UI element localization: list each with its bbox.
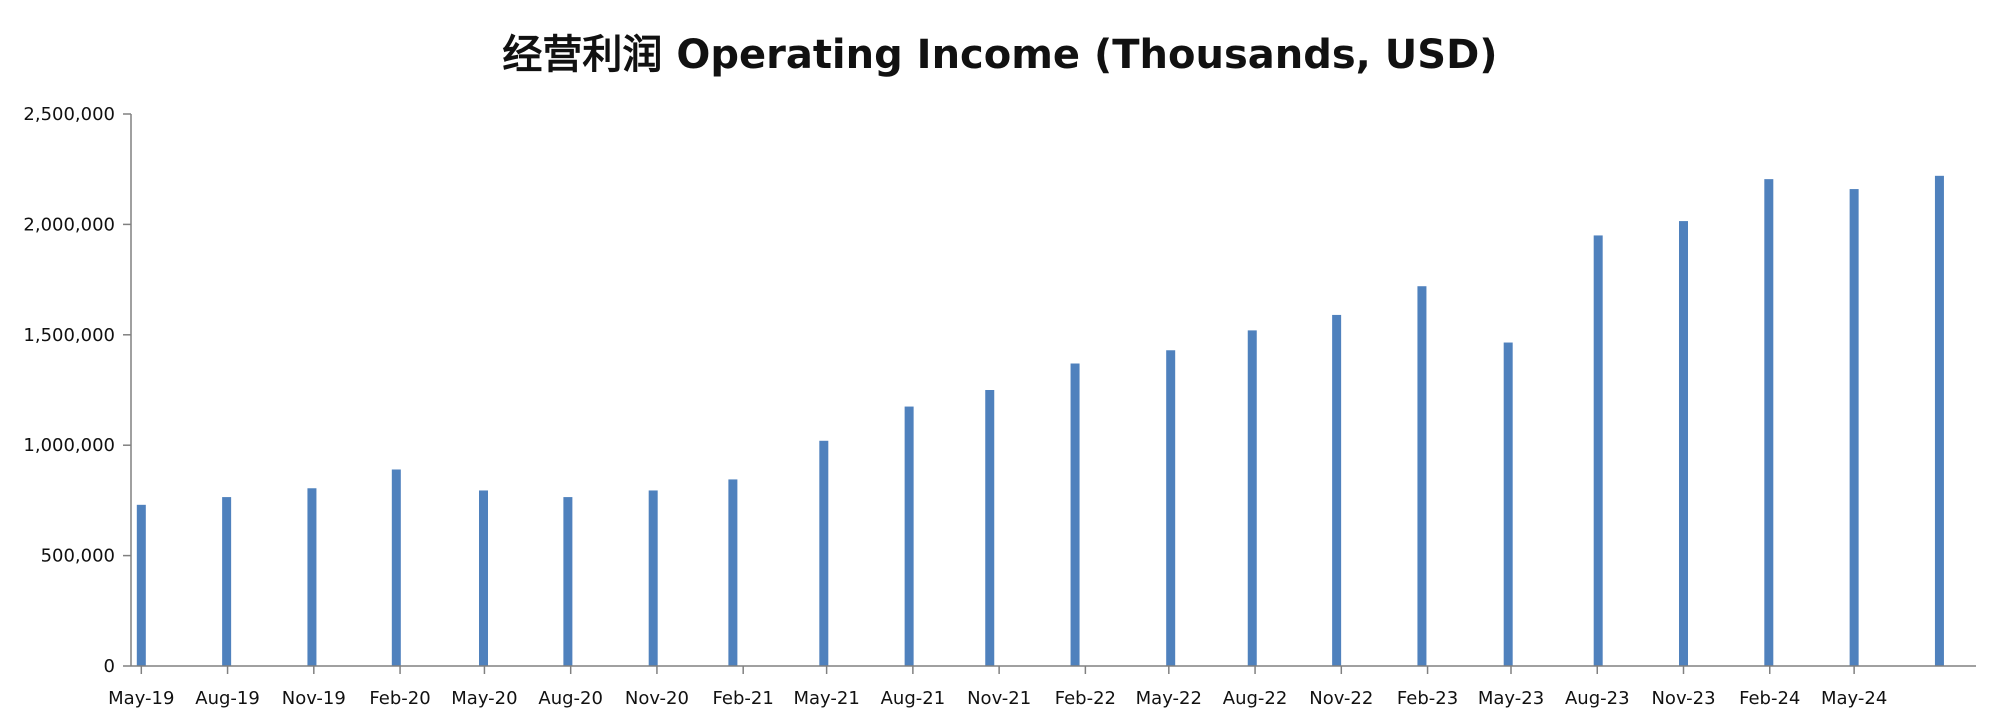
bar xyxy=(1417,286,1427,666)
bar xyxy=(648,490,658,666)
y-tick-label: 500,000 xyxy=(41,546,115,567)
bar xyxy=(1247,330,1257,666)
x-tick-label: Feb-24 xyxy=(1739,688,1800,709)
x-tick-label: Feb-20 xyxy=(369,688,430,709)
x-tick-label: Feb-22 xyxy=(1055,688,1116,709)
bar xyxy=(1679,221,1688,666)
x-tick-label: May-23 xyxy=(1478,688,1544,709)
y-tick-label: 1,500,000 xyxy=(23,325,115,346)
bar xyxy=(307,488,317,666)
y-tick-label: 0 xyxy=(104,656,115,677)
bar xyxy=(985,390,995,666)
bar xyxy=(1593,235,1603,666)
bar xyxy=(1934,175,1944,666)
bar xyxy=(1764,179,1774,666)
x-tick-label: Feb-23 xyxy=(1397,688,1458,709)
labels-group: 0 500,000 1,000,000 1,500,000 2,000,000 2,500… xyxy=(23,104,1887,709)
x-tick-label: Nov-19 xyxy=(282,688,346,709)
bar xyxy=(222,497,232,666)
x-tick-label: Feb-21 xyxy=(713,688,774,709)
bar xyxy=(563,497,573,666)
x-tick-label: Aug-21 xyxy=(881,688,946,709)
bar xyxy=(1332,314,1342,666)
chart-title: 经营利润 Operating Income (Thousands, USD) xyxy=(502,32,1498,78)
x-tick-label: Nov-21 xyxy=(967,688,1031,709)
x-tick-label: Aug-23 xyxy=(1565,688,1630,709)
x-tick-label: Nov-23 xyxy=(1651,688,1715,709)
x-tick-label: May-22 xyxy=(1136,688,1202,709)
bar xyxy=(391,469,401,666)
x-tick-label: May-24 xyxy=(1821,688,1887,709)
x-tick-label: May-19 xyxy=(108,688,174,709)
x-tick-label: Aug-20 xyxy=(538,688,603,709)
bar xyxy=(479,490,488,666)
x-tick-label: May-20 xyxy=(451,688,517,709)
x-tick-label: Nov-20 xyxy=(625,688,689,709)
x-tick-label: Aug-19 xyxy=(195,688,260,709)
y-tick-label: 2,500,000 xyxy=(23,104,115,125)
x-tick-label: Aug-22 xyxy=(1223,688,1288,709)
y-tick-label: 1,000,000 xyxy=(23,435,115,456)
bar xyxy=(1070,363,1080,666)
y-tick-label: 2,000,000 xyxy=(23,214,115,235)
x-tick-label: May-21 xyxy=(793,688,859,709)
bar xyxy=(904,406,914,666)
x-tick-label: Nov-22 xyxy=(1309,688,1373,709)
bar xyxy=(1166,350,1176,666)
bar xyxy=(728,479,738,666)
bars-group xyxy=(136,175,1944,666)
bar xyxy=(1849,189,1859,666)
bar xyxy=(819,440,829,666)
axes-group xyxy=(123,113,1976,674)
bar xyxy=(1503,342,1513,666)
bar xyxy=(136,504,146,666)
